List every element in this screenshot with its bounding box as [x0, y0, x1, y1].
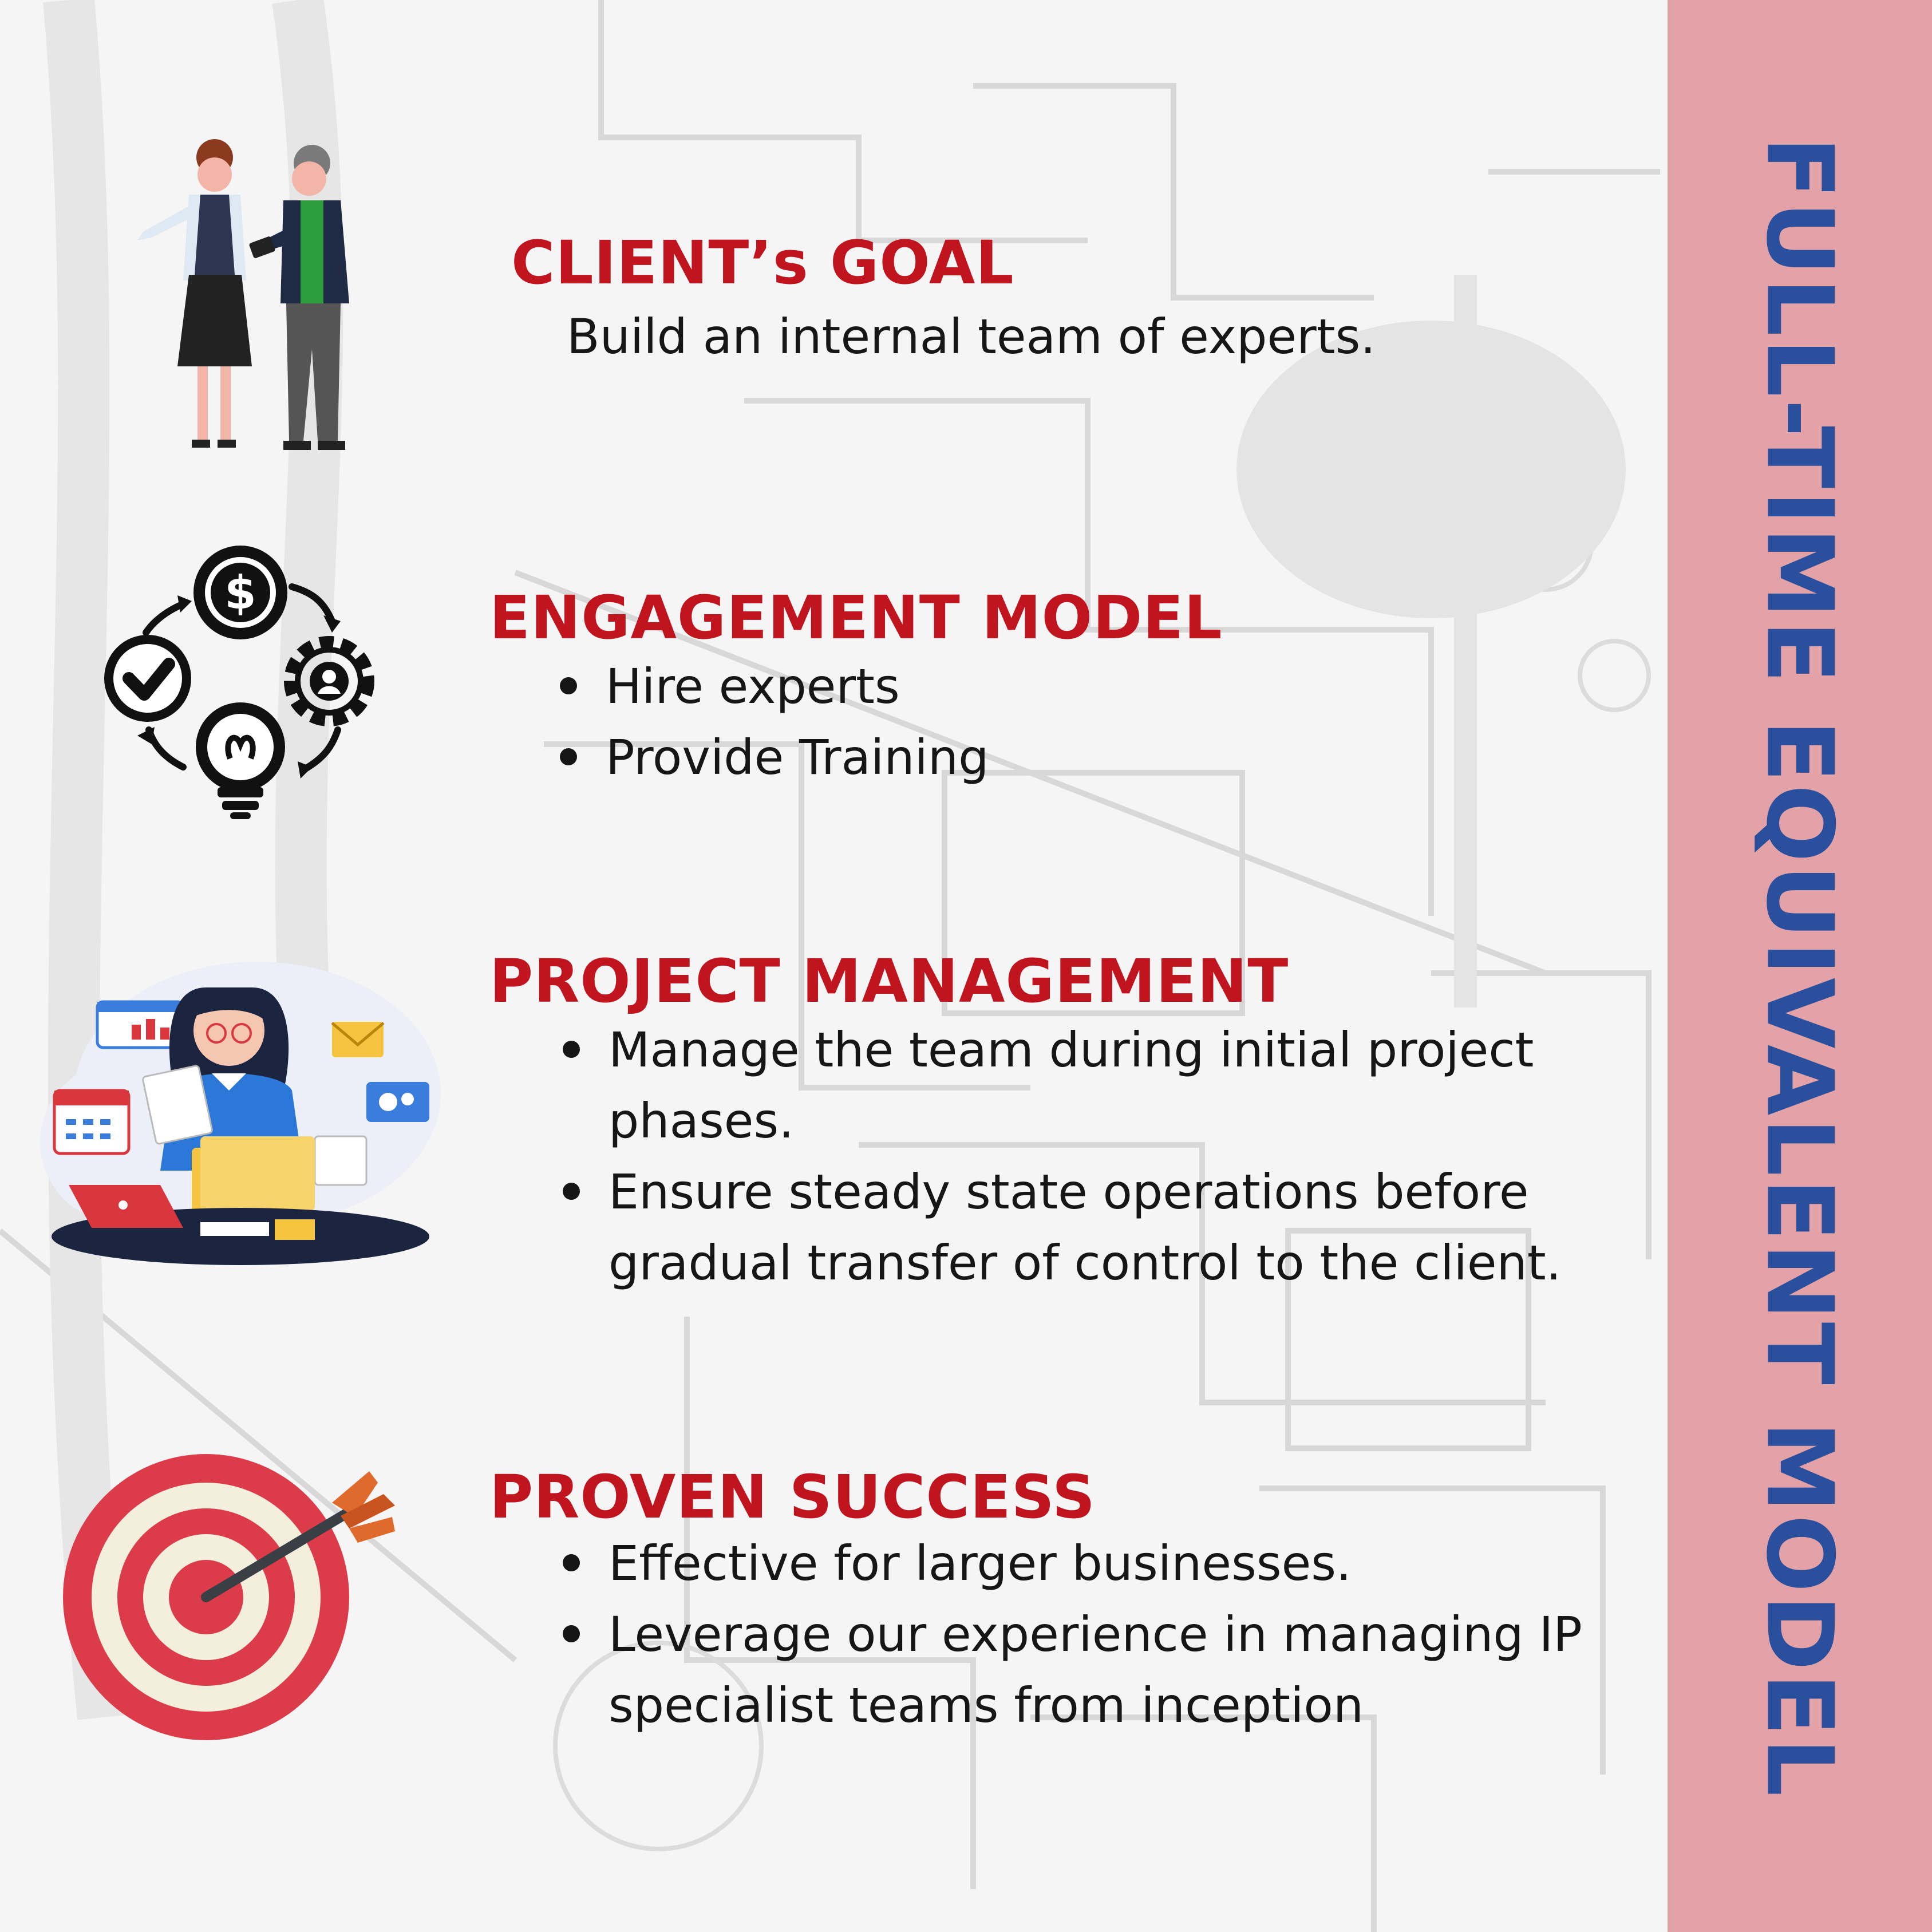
client-goal-text: Build an internal team of experts.: [567, 301, 1376, 372]
proven-success-list: Effective for larger businesses. Leverag…: [609, 1528, 1627, 1741]
proven-success-title: PROVEN SUCCESS: [489, 1462, 1096, 1532]
engagement-model-title: ENGAGEMENT MODEL: [489, 583, 1223, 653]
office-worker-icon: [29, 953, 452, 1274]
svg-text:$: $: [224, 566, 256, 619]
list-item: Hire experts: [606, 651, 989, 722]
project-management-list: Manage the team during initial project p…: [609, 1014, 1627, 1298]
project-management-title: PROJECT MANAGEMENT: [489, 946, 1289, 1016]
list-item: Provide Training: [606, 722, 989, 793]
client-meeting-icon: [120, 132, 366, 458]
list-item: Leverage our experience in managing IP s…: [609, 1599, 1627, 1741]
engagement-cycle-icon: $: [97, 541, 384, 821]
list-item: Manage the team during initial project p…: [609, 1014, 1627, 1156]
list-item: Ensure steady state operations before gr…: [609, 1156, 1627, 1298]
client-goal-title: CLIENT’s GOAL: [511, 228, 1014, 298]
target-arrow-icon: [57, 1448, 412, 1746]
engagement-model-list: Hire experts Provide Training: [606, 651, 989, 793]
list-item: Effective for larger businesses.: [609, 1528, 1627, 1599]
side-title: FULL-TIME EQUIVALENT MODEL: [1747, 136, 1854, 1799]
